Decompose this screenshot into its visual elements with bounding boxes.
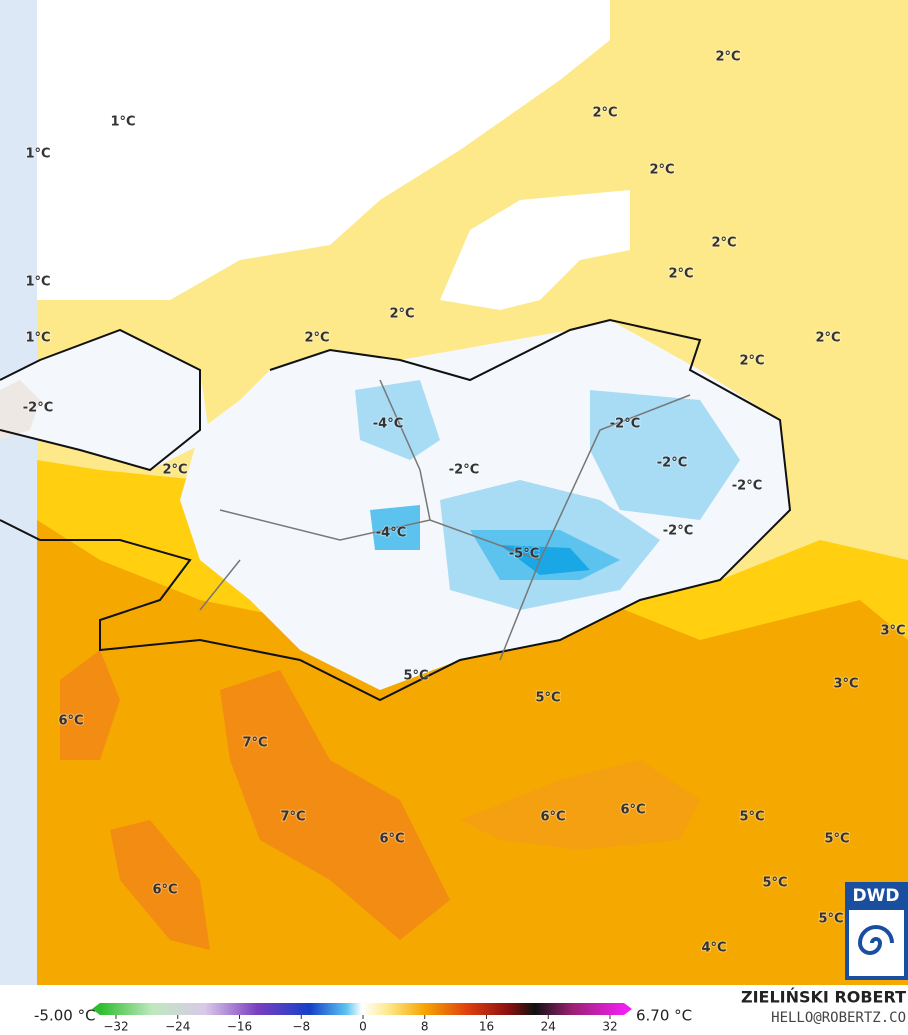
colorbar-tick-label: −32 <box>103 1020 128 1034</box>
temperature-label: -2°C <box>657 456 687 471</box>
colorbar-min: -5.00 °C <box>34 1007 96 1025</box>
temperature-label: 6°C <box>58 714 83 729</box>
temperature-label: -4°C <box>376 526 406 541</box>
temperature-label: 1°C <box>25 275 50 290</box>
temperature-label: 2°C <box>389 307 414 322</box>
temperature-label: 6°C <box>152 883 177 898</box>
temperature-label: 6°C <box>540 810 565 825</box>
temperature-label: 6°C <box>379 832 404 847</box>
temperature-label: 5°C <box>824 832 849 847</box>
temperature-label: 2°C <box>649 163 674 178</box>
temperature-label: 7°C <box>242 736 267 751</box>
temperature-label: -2°C <box>23 401 53 416</box>
temperature-label: 3°C <box>833 677 858 692</box>
temperature-label: 4°C <box>701 941 726 956</box>
colorbar-tick-label: 24 <box>541 1020 556 1034</box>
colorbar-tick-label: −16 <box>227 1020 252 1034</box>
temperature-label: 2°C <box>162 463 187 478</box>
colorbar-tick-label: 32 <box>602 1020 617 1034</box>
dwd-logo: DWD <box>845 882 908 980</box>
colorbar-tick-label: 8 <box>421 1020 429 1034</box>
temperature-label: 2°C <box>304 331 329 346</box>
colorbar-tick-label: 0 <box>359 1020 367 1034</box>
temperature-label: 2°C <box>711 236 736 251</box>
temperature-label: 2°C <box>715 50 740 65</box>
temperature-label: 6°C <box>620 803 645 818</box>
temperature-label: 1°C <box>25 147 50 162</box>
colorbar-tick-label: 16 <box>479 1020 494 1034</box>
temperature-label: 2°C <box>815 331 840 346</box>
logo-text: DWD <box>853 886 900 906</box>
credit-name: ZIELIŃSKI ROBERT <box>741 988 906 1007</box>
temperature-label: 5°C <box>762 876 787 891</box>
temperature-label: 1°C <box>25 331 50 346</box>
credit-contact: HELLO@ROBERTZ.CO <box>771 1010 906 1026</box>
temperature-label: 5°C <box>403 669 428 684</box>
temperature-label: -2°C <box>732 479 762 494</box>
colorbar-max: 6.70 °C <box>636 1007 692 1025</box>
temperature-label: -5°C <box>509 547 539 562</box>
temperature-label: -2°C <box>449 463 479 478</box>
temperature-label: 2°C <box>739 354 764 369</box>
temperature-label: 5°C <box>535 691 560 706</box>
temperature-label: 2°C <box>592 106 617 121</box>
colorbar-tick-label: −24 <box>165 1020 190 1034</box>
temperature-label: 1°C <box>110 115 135 130</box>
temperature-label: -2°C <box>663 524 693 539</box>
temperature-label: 3°C <box>880 624 905 639</box>
temperature-label: 7°C <box>280 810 305 825</box>
map-background <box>0 0 908 985</box>
temperature-label: 5°C <box>818 912 843 927</box>
colorbar-tick-label: −8 <box>292 1020 310 1034</box>
temperature-label: 5°C <box>739 810 764 825</box>
colorbar <box>92 1003 632 1015</box>
temperature-label: -2°C <box>610 417 640 432</box>
temperature-label: -4°C <box>373 417 403 432</box>
temperature-label: 2°C <box>668 267 693 282</box>
